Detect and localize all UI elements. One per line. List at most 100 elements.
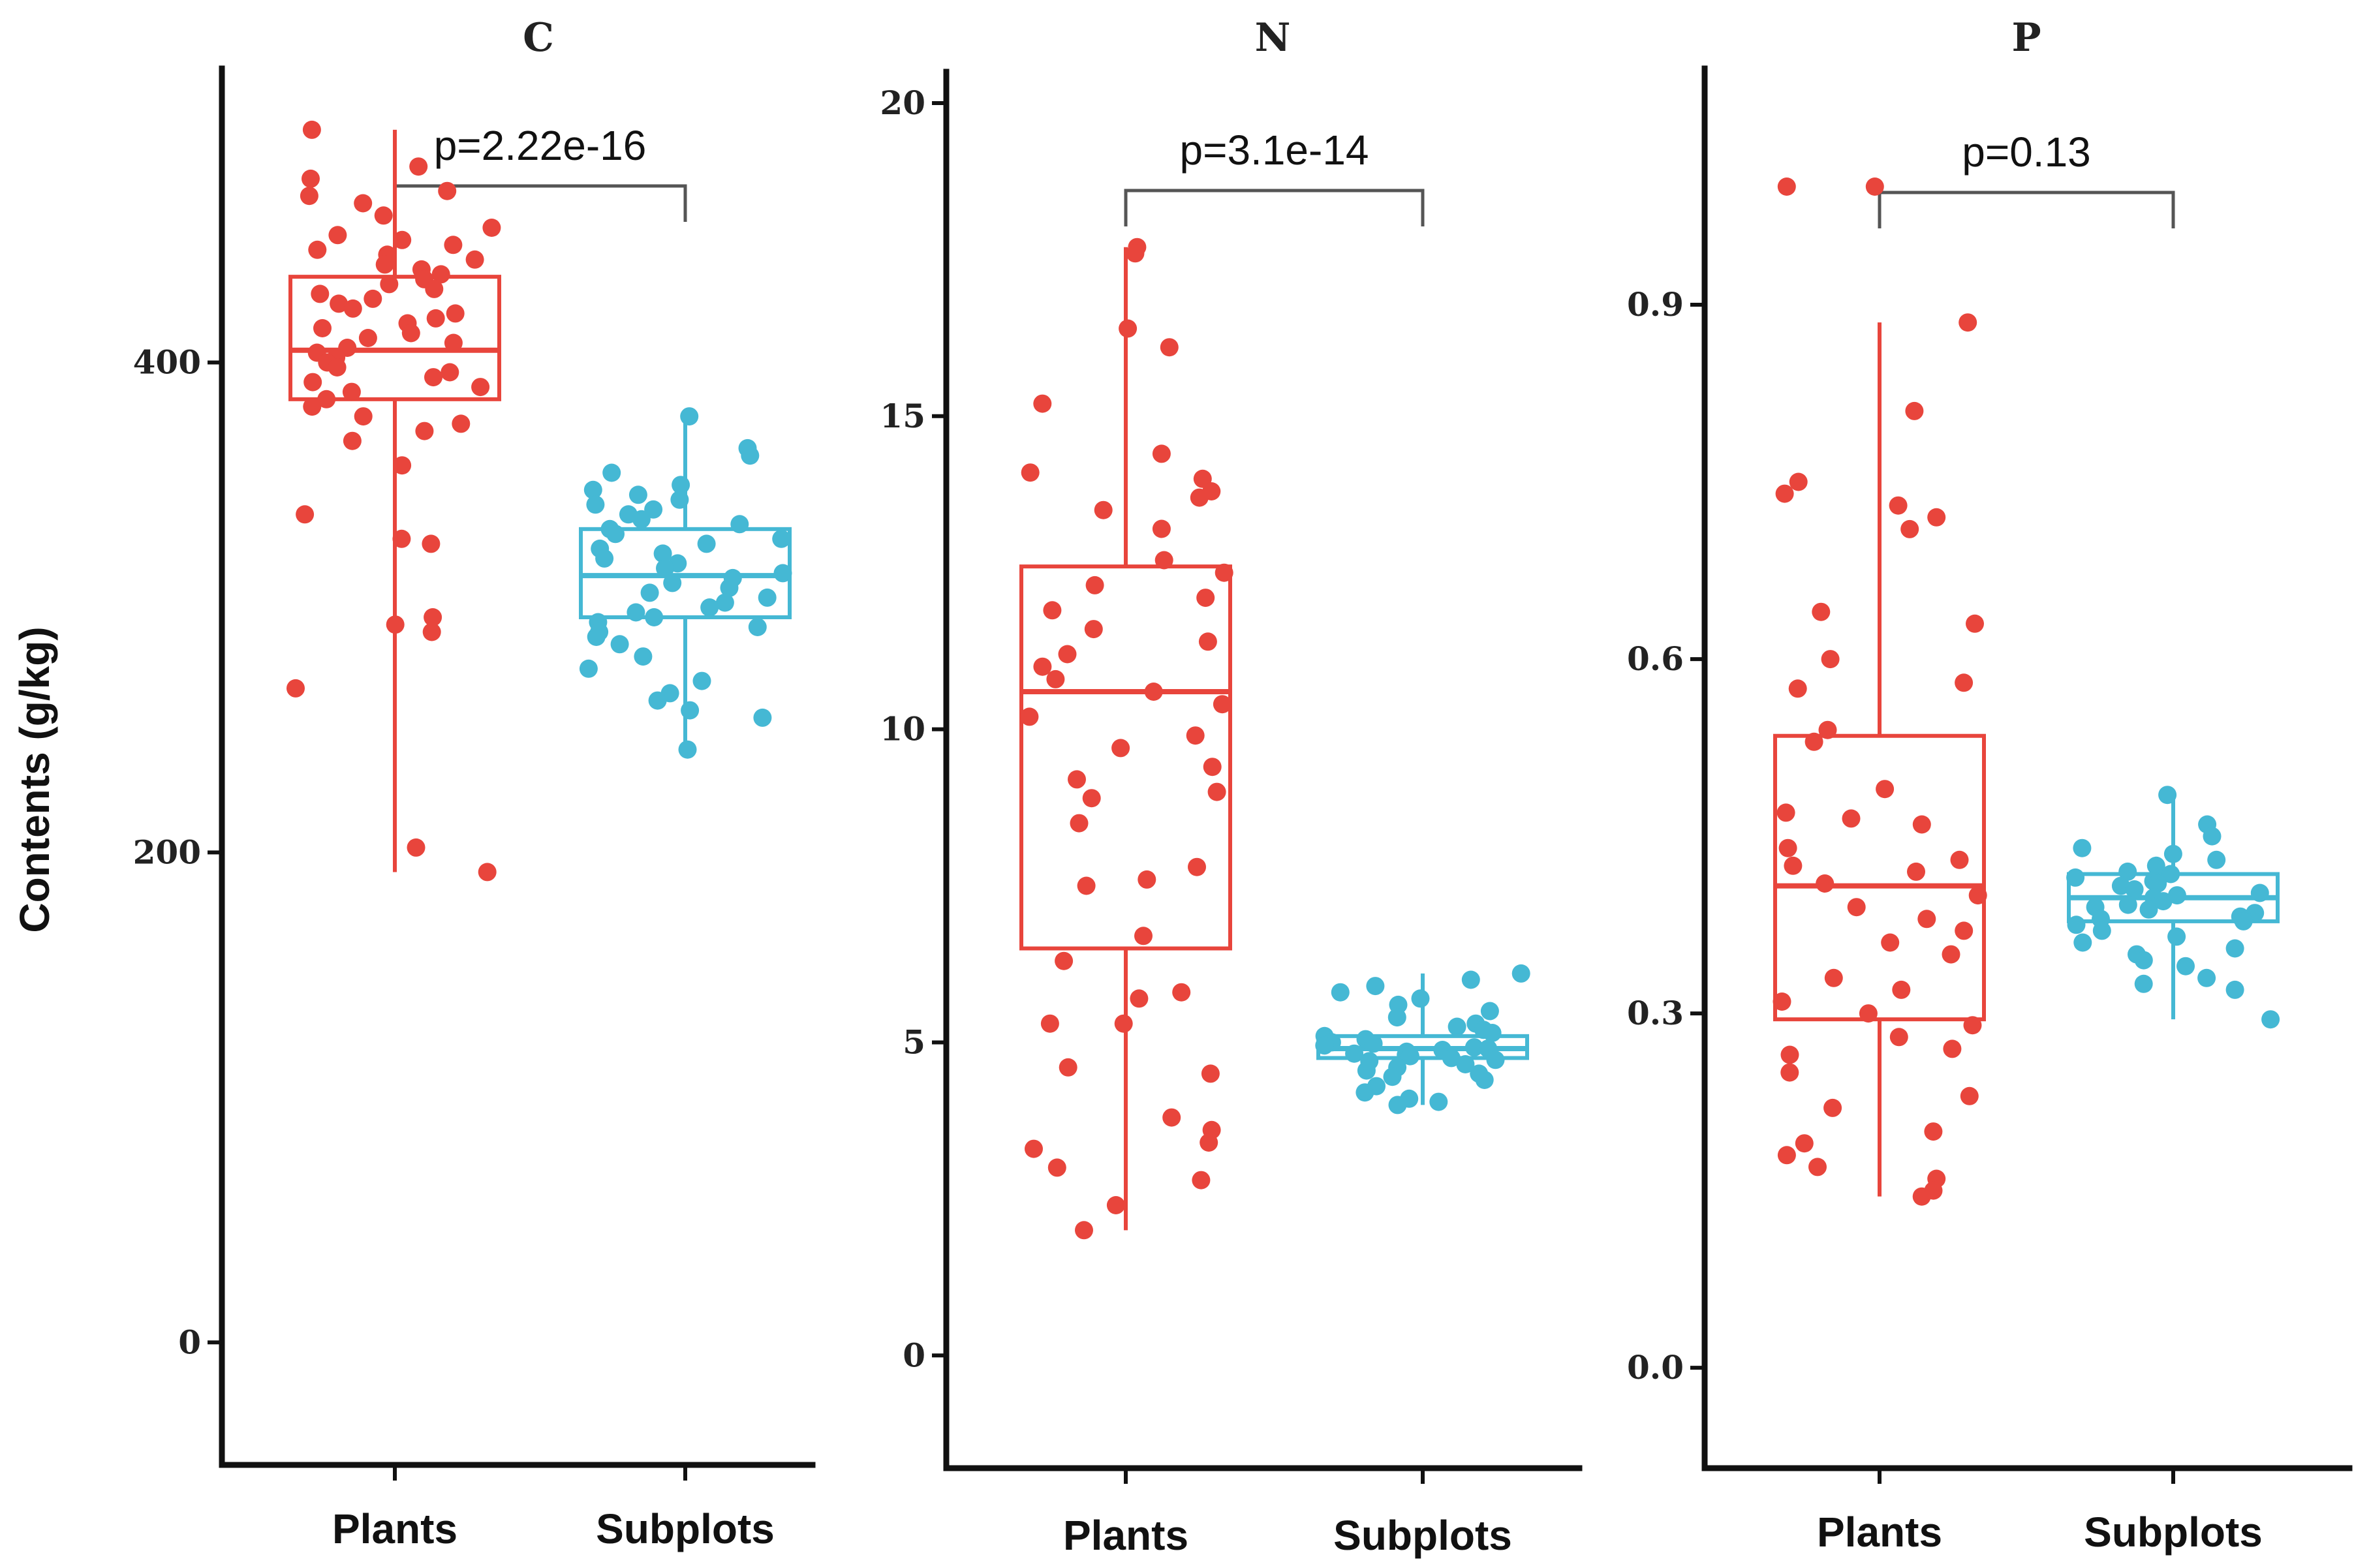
data-point <box>300 187 318 206</box>
data-point <box>1780 1063 1799 1082</box>
data-point <box>587 628 606 646</box>
data-point <box>441 363 459 382</box>
data-point <box>303 397 322 416</box>
data-point <box>2154 892 2173 911</box>
series-subplots <box>2066 786 2280 1029</box>
data-point <box>1892 980 1911 999</box>
series-plants <box>1019 238 1233 1240</box>
data-point <box>1111 739 1130 758</box>
data-point <box>1383 1068 1402 1086</box>
y-tick-label: 0.3 <box>1627 994 1684 1032</box>
panel-title: P <box>2011 15 2041 61</box>
data-point <box>1025 1139 1043 1158</box>
box <box>1773 733 1986 1022</box>
data-point <box>1775 484 1794 503</box>
data-point <box>471 378 490 397</box>
data-point <box>1172 983 1191 1002</box>
data-point <box>1821 650 1840 669</box>
data-point <box>1082 789 1101 808</box>
data-point <box>648 691 667 710</box>
data-point <box>287 679 305 698</box>
data-point <box>1777 1146 1796 1165</box>
data-point <box>2250 884 2269 902</box>
data-point <box>374 206 393 225</box>
data-point <box>680 407 699 426</box>
data-point <box>328 226 347 245</box>
data-point <box>296 505 315 524</box>
data-point <box>753 708 772 727</box>
data-point <box>1912 815 1931 834</box>
data-point <box>1788 679 1807 698</box>
x-tick-label-subplots: Subplots <box>596 1505 775 1552</box>
data-point <box>1055 951 1074 970</box>
y-tick-label: 15 <box>880 397 925 435</box>
data-point <box>1201 1064 1220 1083</box>
data-point <box>1126 244 1145 263</box>
data-point <box>1207 782 1226 801</box>
data-point <box>1842 809 1861 828</box>
data-point <box>1968 886 1987 905</box>
data-point <box>393 230 412 249</box>
data-point <box>407 838 426 857</box>
y-tick-label: 10 <box>880 710 925 748</box>
data-point <box>1188 857 1206 876</box>
data-point <box>2073 838 2092 857</box>
series-subplots <box>579 407 792 759</box>
data-point <box>1203 758 1222 776</box>
data-point <box>2073 933 2092 952</box>
data-point <box>2134 974 2153 993</box>
data-point <box>1059 1058 1077 1077</box>
data-point <box>1315 1036 1334 1055</box>
p-value-label: p=0.13 <box>1962 129 2091 176</box>
axis-lines <box>943 69 1583 1471</box>
data-point <box>393 456 412 475</box>
data-point <box>2118 862 2137 881</box>
data-point <box>317 390 336 408</box>
y-tick-label: 20 <box>880 84 925 122</box>
data-point <box>1033 394 1052 413</box>
data-point <box>2092 921 2111 940</box>
data-point <box>424 368 442 387</box>
y-tick-label: 0 <box>903 1336 925 1374</box>
data-point <box>1070 814 1089 833</box>
data-point <box>1047 1158 1066 1177</box>
data-point <box>1040 1014 1059 1033</box>
panel-title: N <box>1255 15 1291 61</box>
data-point <box>1464 1038 1483 1057</box>
data-point <box>645 608 664 626</box>
data-point <box>308 240 327 259</box>
data-point <box>425 279 444 298</box>
series-plants <box>287 120 501 882</box>
data-point <box>431 265 450 284</box>
data-point <box>1114 1014 1133 1033</box>
data-point <box>354 407 373 426</box>
significance-bracket <box>1878 191 2175 228</box>
data-point <box>1138 870 1156 889</box>
data-point <box>1924 1122 1943 1141</box>
data-point <box>1345 1044 1364 1063</box>
data-point <box>1456 1055 1475 1073</box>
series-plants <box>1773 177 1987 1206</box>
data-point <box>653 544 672 563</box>
data-point <box>1865 177 1884 196</box>
data-point <box>1960 1086 1979 1105</box>
data-point <box>610 635 629 654</box>
data-point <box>1331 983 1350 1002</box>
data-point <box>748 618 767 636</box>
data-point <box>452 414 471 433</box>
data-point <box>438 181 457 200</box>
data-point <box>2066 868 2085 887</box>
data-point <box>2125 880 2144 899</box>
data-point <box>444 333 463 352</box>
data-point <box>634 647 653 666</box>
data-point <box>1876 780 1895 799</box>
data-point <box>1154 551 1173 570</box>
y-tick-label: 400 <box>133 343 201 382</box>
data-point <box>380 275 399 294</box>
data-point <box>2261 1010 2280 1029</box>
data-point <box>1777 177 1796 196</box>
data-point <box>1198 632 1217 651</box>
data-point <box>1942 945 1960 964</box>
data-point <box>1963 1016 1982 1035</box>
